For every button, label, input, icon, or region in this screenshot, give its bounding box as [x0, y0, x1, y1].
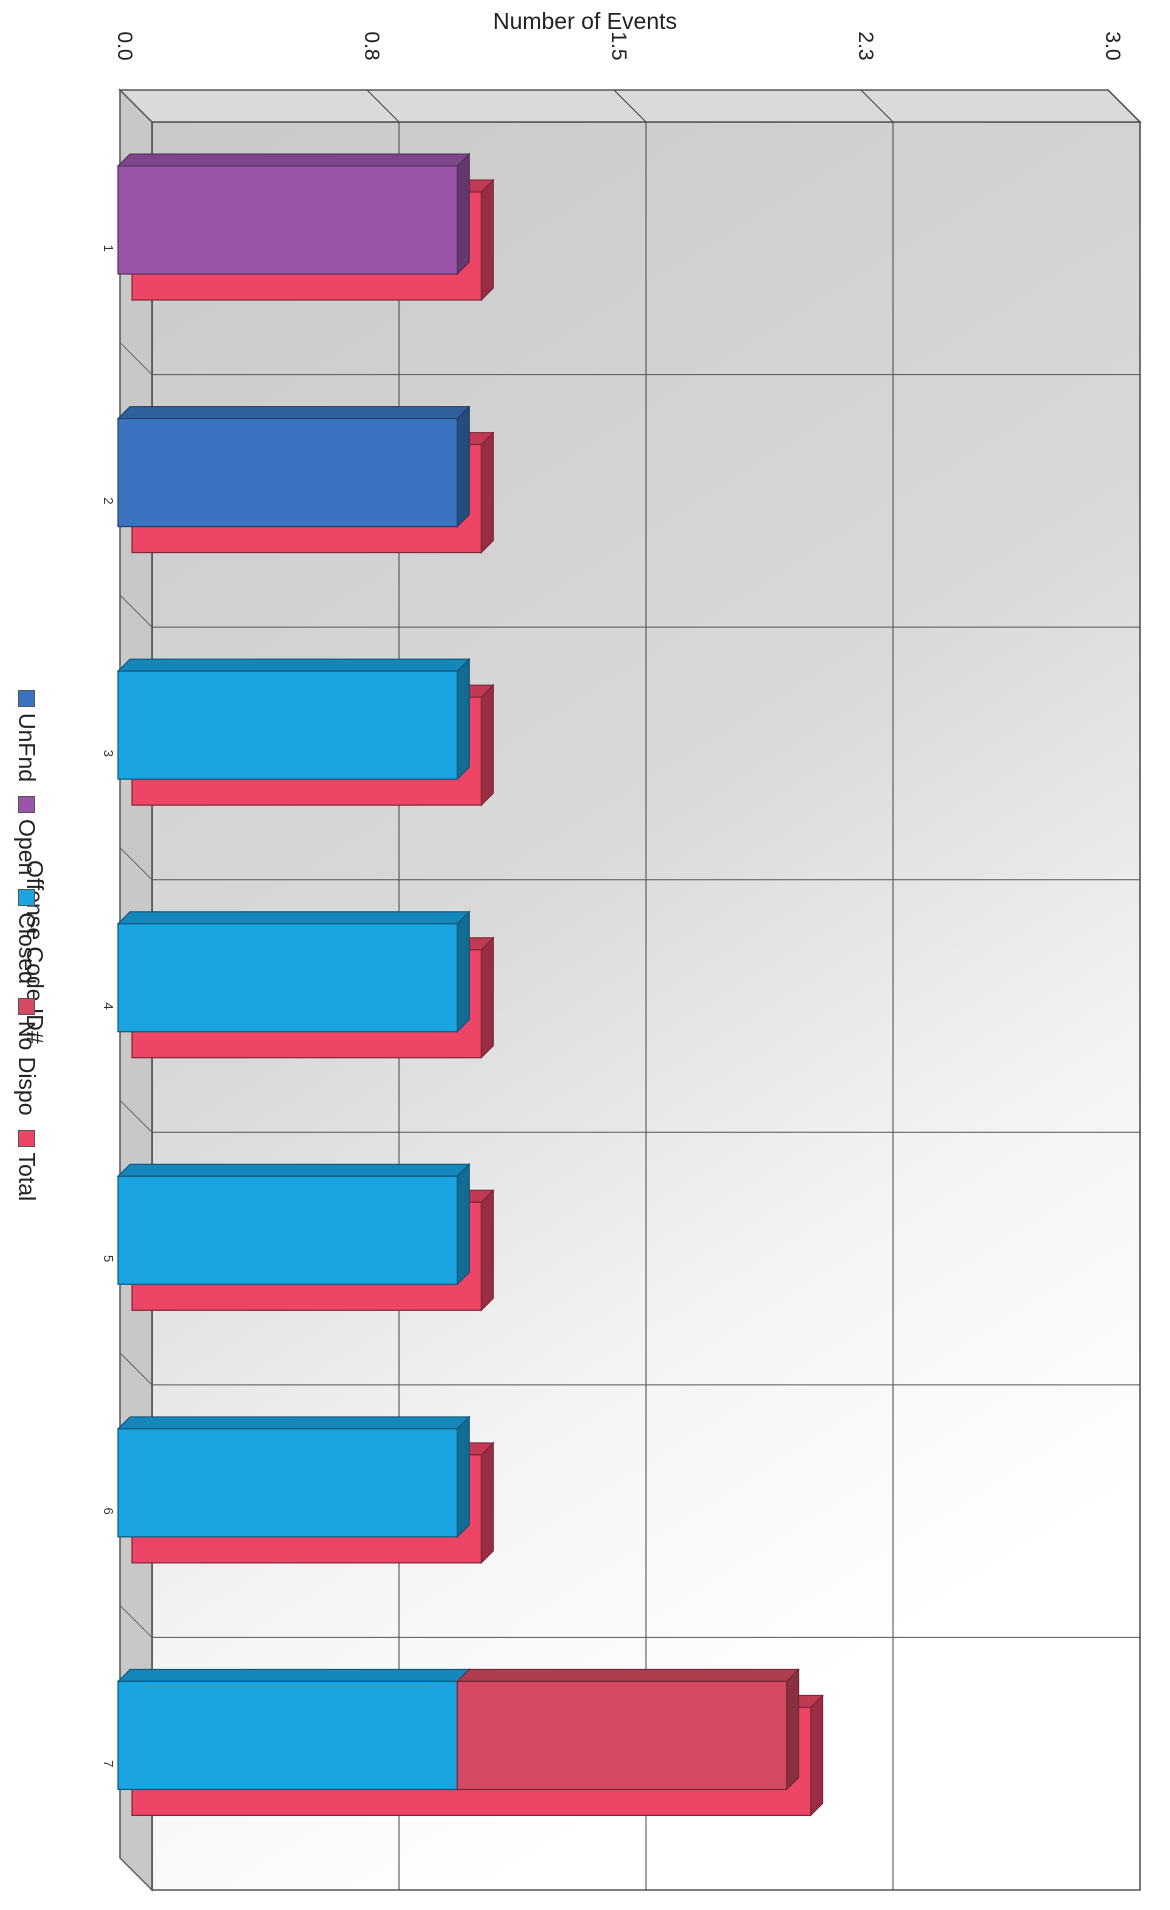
- category-divider: [119, 1099, 153, 1133]
- bar-closed-side: [456, 1415, 470, 1539]
- x-gridline-depth: [1107, 89, 1141, 123]
- category-divider: [119, 594, 153, 628]
- x-axis-title: Number of Events: [492, 8, 678, 34]
- bar-open-side: [456, 152, 470, 276]
- category-label: 4: [101, 1002, 116, 1009]
- legend-swatch-unfnd: [18, 690, 35, 707]
- x-tick-label: 2.3: [854, 31, 877, 60]
- category-divider: [119, 847, 153, 881]
- legend-item-closed: Closed: [13, 889, 40, 984]
- bar-unfnd-top: [116, 406, 471, 420]
- legend-swatch-total: [18, 1129, 35, 1147]
- bar-unfnd-side: [456, 405, 470, 528]
- legend-swatch-closed: [18, 889, 35, 907]
- bar-total-side: [480, 1189, 494, 1312]
- bar-closed-top: [116, 1163, 471, 1177]
- bar-total-side: [480, 431, 494, 554]
- x-tick-label: 0.0: [113, 31, 136, 60]
- x-gridline-depth: [613, 89, 647, 123]
- bar-closed-top: [116, 1668, 471, 1682]
- bar-total-side: [480, 1441, 494, 1565]
- bar-closed: [117, 670, 458, 780]
- bar-no-dispo-top: [456, 1668, 800, 1682]
- bar-closed: [117, 1680, 458, 1791]
- bar-closed: [117, 1175, 458, 1285]
- bar-total-side: [480, 178, 494, 302]
- legend: UnFnd Open Closed No Dispo Total: [13, 690, 40, 1201]
- x-gridline-depth: [366, 89, 400, 123]
- category-label: 7: [101, 1760, 116, 1767]
- bar-closed-top: [116, 658, 471, 672]
- legend-item-open: Open: [13, 796, 40, 875]
- bar-total-side: [810, 1694, 824, 1817]
- legend-item-unfnd: UnFnd: [13, 690, 40, 782]
- category-divider: [119, 1605, 153, 1638]
- category-divider: [119, 1857, 153, 1891]
- bar-closed-top: [116, 1416, 471, 1430]
- legend-item-total: Total: [13, 1129, 40, 1202]
- bar-closed: [117, 923, 458, 1033]
- bar-closed: [117, 1428, 458, 1538]
- bar-closed-top: [116, 911, 471, 925]
- category-label: 2: [101, 497, 116, 504]
- x-gridline-depth: [860, 89, 894, 123]
- category-divider: [119, 89, 153, 123]
- bar-unfnd: [117, 417, 458, 528]
- legend-label-open: Open: [14, 819, 40, 876]
- bar-open-top: [116, 153, 471, 167]
- legend-swatch-no-dispo: [18, 997, 35, 1015]
- x-tick-label: 0.8: [360, 31, 383, 60]
- x-tick-label: 1.5: [607, 31, 630, 60]
- legend-label-closed: Closed: [14, 912, 40, 984]
- bar-closed-side: [456, 1163, 470, 1286]
- bar-no-dispo-side: [786, 1668, 800, 1791]
- category-label: 3: [101, 750, 116, 757]
- bar-closed-side: [456, 657, 470, 781]
- bar-total-side: [480, 683, 494, 807]
- legend-swatch-open: [18, 796, 35, 814]
- legend-item-no-dispo: No Dispo: [13, 997, 40, 1116]
- legend-label-no-dispo: No Dispo: [14, 1020, 40, 1116]
- category-label: 5: [101, 1255, 116, 1262]
- x-tick-label: 3.0: [1101, 31, 1124, 60]
- category-divider: [119, 1352, 153, 1386]
- legend-label-total: Total: [14, 1152, 40, 1202]
- bar-no-dispo: [456, 1680, 788, 1791]
- category-divider: [119, 342, 153, 375]
- bar-open: [117, 165, 458, 275]
- bar-closed-side: [456, 910, 470, 1033]
- category-label: 1: [101, 245, 116, 252]
- category-label: 6: [101, 1508, 116, 1515]
- bar-total-side: [480, 936, 494, 1059]
- legend-label-unfnd: UnFnd: [14, 713, 40, 783]
